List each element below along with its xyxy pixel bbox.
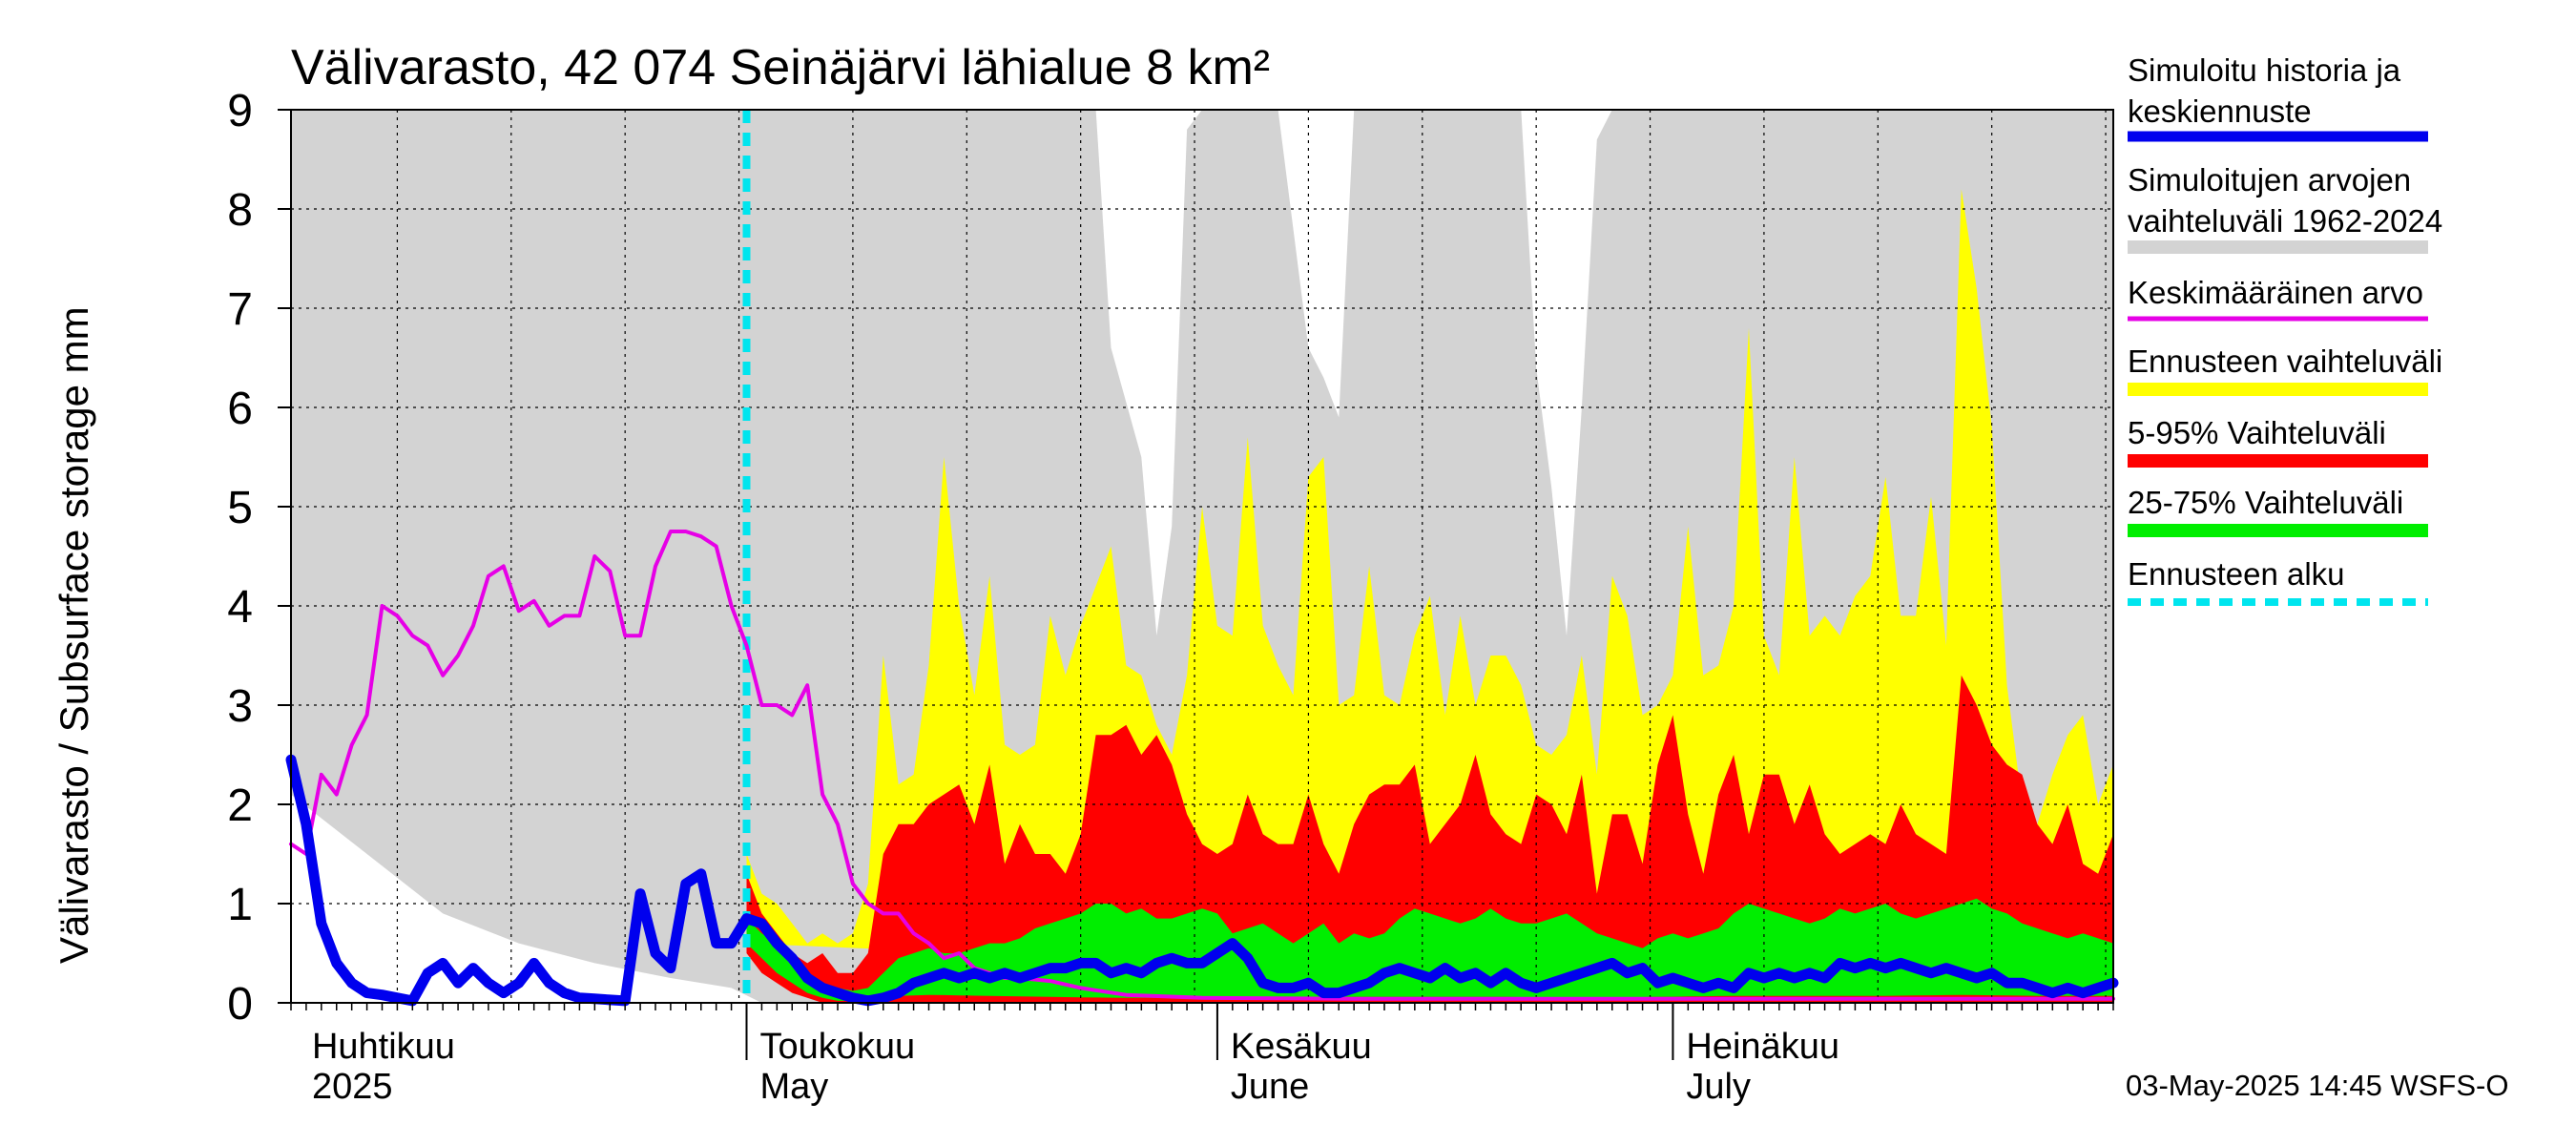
y-tick-label: 1	[227, 880, 253, 930]
y-axis: 0 1 2 3 4 5 6 7 8 9	[227, 86, 291, 1030]
legend-label: keskiennuste	[2128, 94, 2312, 129]
legend-label: 5-95% Vaihteluväli	[2128, 415, 2386, 450]
y-tick-label: 6	[227, 384, 253, 434]
legend: Simuloitu historia ja keskiennuste Simuloi…	[2128, 52, 2442, 606]
y-axis-label: Välivarasto / Subsurface storage mm	[52, 306, 96, 964]
x-month-label-fi: Kesäkuu	[1231, 1027, 1372, 1067]
series-line-simulated-history	[285, 754, 2119, 1007]
x-month-label-en: July	[1686, 1067, 1751, 1107]
legend-label: Ennusteen vaihteluväli	[2128, 344, 2442, 379]
y-tick-label: 9	[227, 86, 253, 136]
legend-label: Keskimääräinen arvo	[2128, 275, 2423, 310]
band-layer	[291, 110, 2113, 1003]
x-month-label-en: June	[1231, 1067, 1309, 1107]
x-month-label-fi: Toukokuu	[760, 1027, 916, 1067]
x-month-label-fi: Huhtikuu	[312, 1027, 455, 1067]
grid-layer	[291, 110, 2113, 1003]
line-layer	[285, 110, 2119, 1007]
legend-label: vaihteluväli 1962-2024	[2128, 203, 2442, 239]
footer-timestamp: 03-May-2025 14:45 WSFS-O	[2126, 1069, 2508, 1102]
x-month-label-en: May	[760, 1067, 829, 1107]
y-tick-label: 2	[227, 781, 253, 831]
legend-label: Simuloitujen arvojen	[2128, 162, 2411, 198]
x-month-label-fi: Heinäkuu	[1686, 1027, 1839, 1067]
y-tick-label: 8	[227, 185, 253, 236]
legend-label: Ennusteen alku	[2128, 556, 2345, 592]
y-tick-label: 0	[227, 979, 253, 1030]
y-tick-label: 4	[227, 582, 253, 633]
plot-area	[285, 109, 2119, 1007]
legend-label: Simuloitu historia ja	[2128, 52, 2401, 88]
y-tick-label: 7	[227, 284, 253, 335]
legend-label: 25-75% Vaihteluväli	[2128, 485, 2403, 520]
chart-title: Välivarasto, 42 074 Seinäjärvi lähialue …	[291, 40, 1270, 95]
y-tick-label: 3	[227, 681, 253, 732]
x-month-label-en: 2025	[312, 1067, 393, 1107]
y-tick-label: 5	[227, 483, 253, 533]
